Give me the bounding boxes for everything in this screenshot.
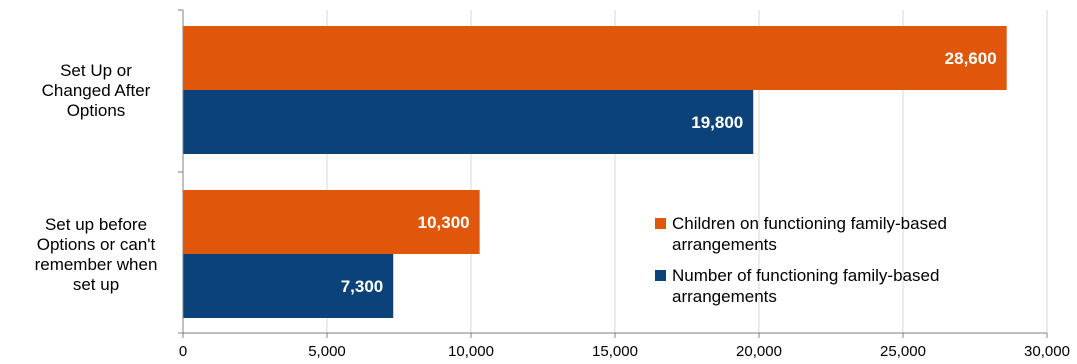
bar-value-label: 7,300 xyxy=(341,277,384,296)
legend-label: Number of functioning family-based arrang… xyxy=(672,266,939,306)
x-tick-label: 0 xyxy=(179,343,187,360)
category-label-line: Options or can't xyxy=(37,235,156,254)
category-label-line: remember when xyxy=(35,255,158,274)
legend-swatch xyxy=(655,270,666,281)
bar-value-label: 10,300 xyxy=(418,213,470,232)
legend-label-line: arrangements xyxy=(672,235,777,254)
legend-label-line: arrangements xyxy=(672,287,777,306)
bar xyxy=(183,26,1007,90)
category-label-line: set up xyxy=(73,275,119,294)
legend-label-line: Children on functioning family-based xyxy=(672,214,947,233)
category-label: Set Up or Changed After Options xyxy=(42,61,151,120)
bar-value-label: 28,600 xyxy=(945,49,997,68)
category-label-line: Changed After xyxy=(42,81,151,100)
bars: 28,600 19,800 10,300 7,300 xyxy=(183,26,1007,318)
x-tick-label: 5,000 xyxy=(308,343,346,360)
category-label-line: Set up before xyxy=(45,215,147,234)
legend-label: Children on functioning family-based arra… xyxy=(672,214,947,254)
category-label-line: Options xyxy=(67,101,126,120)
x-tick-label: 10,000 xyxy=(448,343,494,360)
bar xyxy=(183,190,480,254)
legend: Children on functioning family-based arra… xyxy=(655,214,947,306)
x-tick-label: 30,000 xyxy=(1024,343,1070,360)
bar xyxy=(183,254,394,318)
legend-label-line: Number of functioning family-based xyxy=(672,266,939,285)
category-label-line: Set Up or xyxy=(60,61,132,80)
bar xyxy=(183,90,754,154)
x-tick-label: 15,000 xyxy=(592,343,638,360)
bar-value-label: 19,800 xyxy=(691,113,743,132)
legend-swatch xyxy=(655,218,666,229)
category-labels: Set Up or Changed After Options Set up befo… xyxy=(35,61,158,294)
x-tick-label: 20,000 xyxy=(736,343,782,360)
x-tick-label: 25,000 xyxy=(880,343,926,360)
x-axis-ticks: 0 5,000 10,000 15,000 20,000 25,000 30,000 xyxy=(179,333,1070,360)
category-label: Set up before Options or can't remember wh… xyxy=(35,215,158,294)
